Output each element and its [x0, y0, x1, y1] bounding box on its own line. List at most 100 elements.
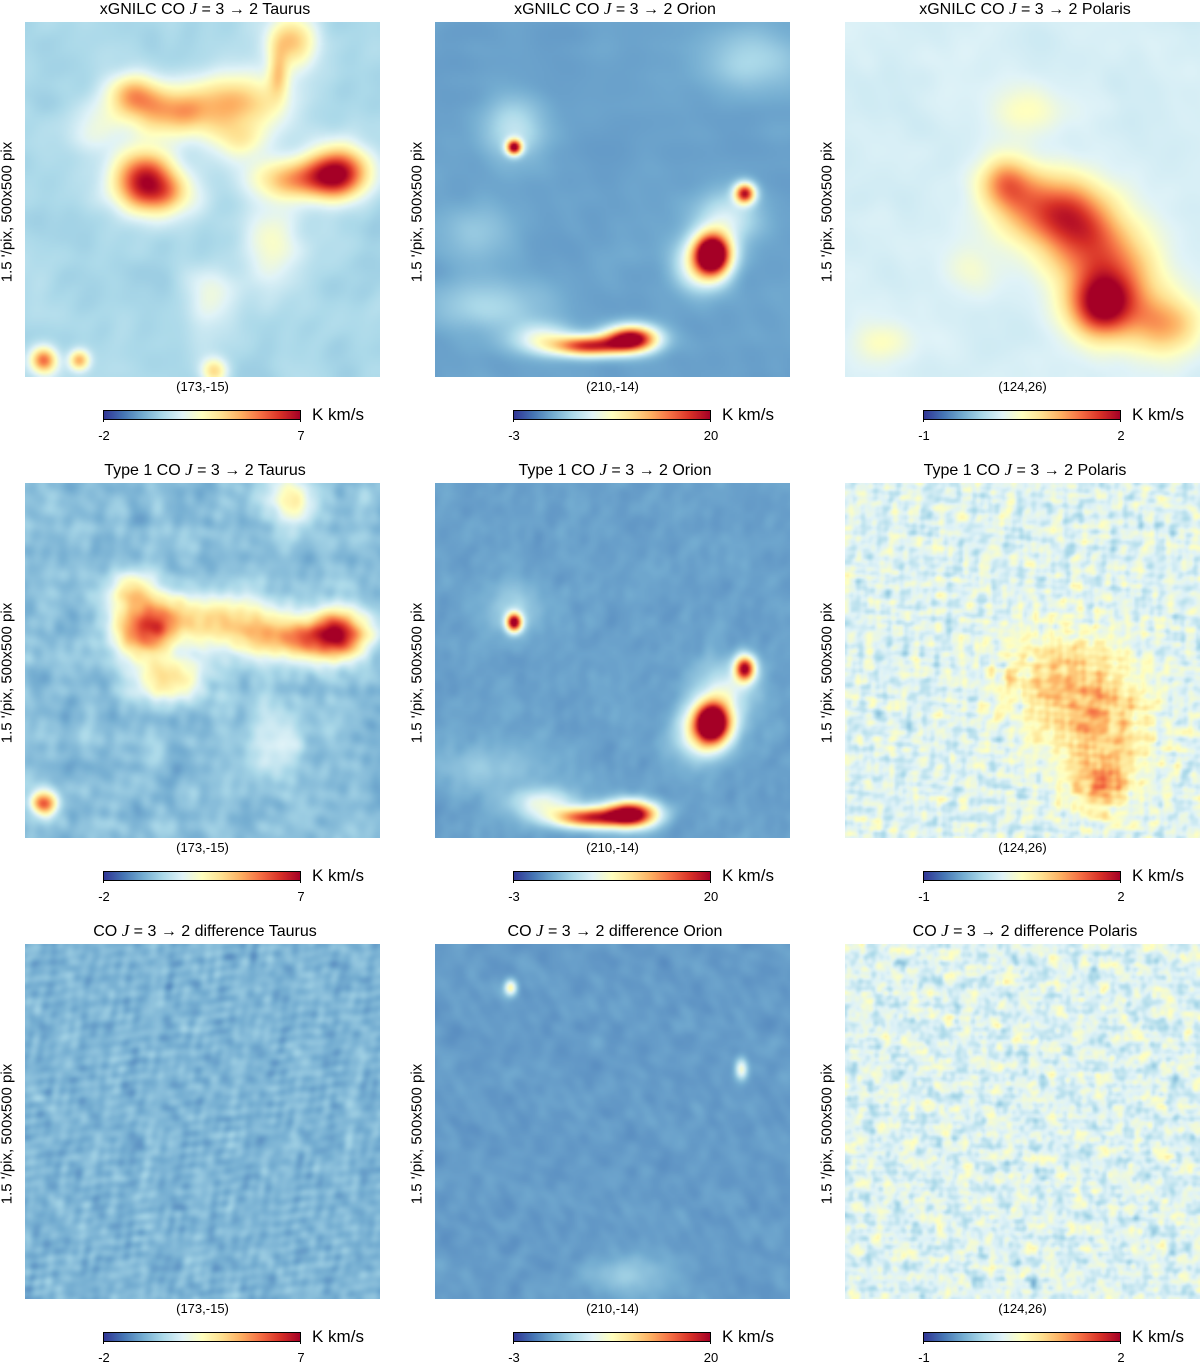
colorbar-max-label: 20: [703, 889, 719, 904]
colorbar: [103, 410, 301, 420]
y-axis-label: 1.5 '/pix, 500x500 pix: [818, 1063, 836, 1205]
map-panel-9: CO J = 3 → 2 difference Polaris 1.5 '/pi…: [818, 921, 1200, 1362]
map-panel-2: xGNILC CO J = 3 → 2 Orion 1.5 '/pix, 500…: [408, 0, 810, 454]
colorbar-tick-min: [923, 1341, 924, 1344]
colorbar-tick-min: [513, 1341, 514, 1344]
y-axis-label: 1.5 '/pix, 500x500 pix: [408, 602, 426, 744]
colorbar-tick-max: [710, 880, 711, 883]
colorbar-unit: K km/s: [722, 866, 774, 885]
map-panel-5: Type 1 CO J = 3 → 2 Orion 1.5 '/pix, 500…: [408, 460, 810, 915]
panel-title: Type 1 CO J = 3 → 2 Polaris: [820, 460, 1200, 480]
y-axis-label: 1.5 '/pix, 500x500 pix: [408, 141, 426, 283]
title-j-symbol: J: [121, 921, 130, 940]
y-axis-label: 1.5 '/pix, 500x500 pix: [0, 602, 16, 744]
intensity-map: [845, 22, 1200, 377]
y-axis-label: 1.5 '/pix, 500x500 pix: [0, 1063, 16, 1205]
panel-title: Type 1 CO J = 3 → 2 Orion: [410, 460, 820, 480]
title-j-symbol: J: [1008, 0, 1017, 18]
colorbar-unit: K km/s: [1132, 866, 1184, 885]
map-panel-8: CO J = 3 → 2 difference Orion 1.5 '/pix,…: [409, 921, 810, 1362]
map-panel-7: CO J = 3 → 2 difference Taurus 1.5 '/pix…: [0, 921, 400, 1362]
panel-title: xGNILC CO J = 3 → 2 Polaris: [820, 0, 1200, 19]
title-suffix: = 3 → 2 Orion: [611, 1, 716, 18]
center-coordinates: (210,-14): [586, 379, 639, 394]
colorbar-max-label: 20: [703, 1350, 719, 1362]
title-suffix: = 3 → 2 Polaris: [1012, 462, 1127, 479]
colorbar-max-label: 7: [297, 889, 305, 904]
colorbar: [103, 1332, 301, 1342]
title-suffix: = 3 → 2 difference Orion: [543, 923, 723, 940]
colorbar-tick-min: [103, 419, 104, 422]
colorbar: [923, 871, 1121, 881]
center-coordinates: (173,-15): [176, 840, 229, 855]
title-j-symbol: J: [185, 460, 193, 479]
title-prefix: CO: [507, 923, 536, 940]
colorbar-min-label: -3: [508, 889, 520, 904]
y-axis-label: 1.5 '/pix, 500x500 pix: [818, 602, 836, 744]
intensity-map: [435, 944, 790, 1299]
colorbar-min-label: -2: [98, 889, 110, 904]
colorbar-unit: K km/s: [312, 1327, 364, 1346]
y-axis-label: 1.5 '/pix, 500x500 pix: [818, 141, 836, 283]
intensity-map: [845, 483, 1200, 838]
title-prefix: Type 1 CO: [923, 462, 1005, 479]
intensity-map: [25, 944, 380, 1299]
panel-title: CO J = 3 → 2 difference Taurus: [0, 921, 410, 941]
colorbar-unit: K km/s: [722, 405, 774, 424]
colorbar-max-label: 7: [297, 428, 305, 443]
colorbar-unit: K km/s: [312, 405, 364, 424]
intensity-map: [845, 944, 1200, 1299]
title-suffix: = 3 → 2 Taurus: [197, 1, 311, 18]
map-panel-4: Type 1 CO J = 3 → 2 Taurus 1.5 '/pix, 50…: [0, 460, 400, 915]
colorbar: [513, 410, 711, 420]
colorbar: [513, 1332, 711, 1342]
colorbar-max-label: 2: [1117, 428, 1125, 443]
panel-title: xGNILC CO J = 3 → 2 Orion: [410, 0, 820, 19]
center-coordinates: (124,26): [998, 1301, 1047, 1316]
title-j-symbol: J: [189, 0, 198, 18]
colorbar-max-label: 7: [297, 1350, 305, 1362]
colorbar-min-label: -1: [918, 1350, 930, 1362]
title-j-symbol: J: [603, 0, 612, 18]
colorbar-max-label: 20: [703, 428, 719, 443]
panel-title: Type 1 CO J = 3 → 2 Taurus: [0, 460, 410, 480]
colorbar-tick-min: [513, 419, 514, 422]
title-j-symbol: J: [599, 460, 607, 479]
colorbar-tick-max: [710, 419, 711, 422]
colorbar-tick-min: [103, 1341, 104, 1344]
colorbar-max-label: 2: [1117, 1350, 1125, 1362]
title-suffix: = 3 → 2 Orion: [606, 462, 712, 479]
map-panel-1: xGNILC CO J = 3 → 2 Taurus 1.5 '/pix, 50…: [0, 0, 400, 454]
map-panel-3: xGNILC CO J = 3 → 2 Polaris 1.5 '/pix, 5…: [818, 0, 1200, 454]
title-j-symbol: J: [941, 921, 949, 940]
colorbar-unit: K km/s: [1132, 1327, 1184, 1346]
colorbar: [923, 1332, 1121, 1342]
colorbar-tick-max: [710, 1341, 711, 1344]
y-axis-label: 1.5 '/pix, 500x500 pix: [0, 141, 16, 283]
colorbar-tick-max: [300, 1341, 301, 1344]
title-prefix: xGNILC CO: [919, 1, 1009, 18]
colorbar-tick-max: [300, 880, 301, 883]
colorbar-tick-max: [300, 419, 301, 422]
title-prefix: xGNILC CO: [514, 1, 604, 18]
colorbar-min-label: -3: [508, 428, 520, 443]
colorbar-min-label: -1: [918, 428, 930, 443]
colorbar-min-label: -2: [98, 1350, 110, 1362]
title-prefix: Type 1 CO: [518, 462, 600, 479]
colorbar-min-label: -3: [508, 1350, 520, 1362]
center-coordinates: (124,26): [998, 379, 1047, 394]
center-coordinates: (124,26): [998, 840, 1047, 855]
colorbar-tick-min: [923, 419, 924, 422]
colorbar: [103, 871, 301, 881]
title-suffix: = 3 → 2 Taurus: [192, 462, 306, 479]
colorbar-min-label: -2: [98, 428, 110, 443]
intensity-map: [25, 22, 380, 377]
intensity-map: [435, 483, 790, 838]
title-suffix: = 3 → 2 difference Polaris: [948, 923, 1138, 940]
colorbar: [923, 410, 1121, 420]
panel-title: CO J = 3 → 2 difference Orion: [410, 921, 820, 941]
center-coordinates: (210,-14): [586, 1301, 639, 1316]
title-prefix: xGNILC CO: [99, 1, 190, 18]
center-coordinates: (173,-15): [176, 1301, 229, 1316]
colorbar-min-label: -1: [918, 889, 930, 904]
